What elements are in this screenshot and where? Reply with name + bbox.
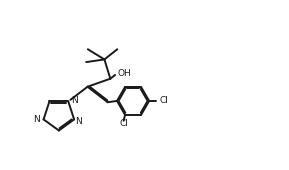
- Text: Cl: Cl: [160, 96, 169, 105]
- Text: N: N: [71, 96, 78, 105]
- Text: Cl: Cl: [119, 119, 128, 128]
- Text: N: N: [75, 117, 82, 126]
- Text: N: N: [34, 115, 40, 124]
- Text: OH: OH: [118, 69, 131, 78]
